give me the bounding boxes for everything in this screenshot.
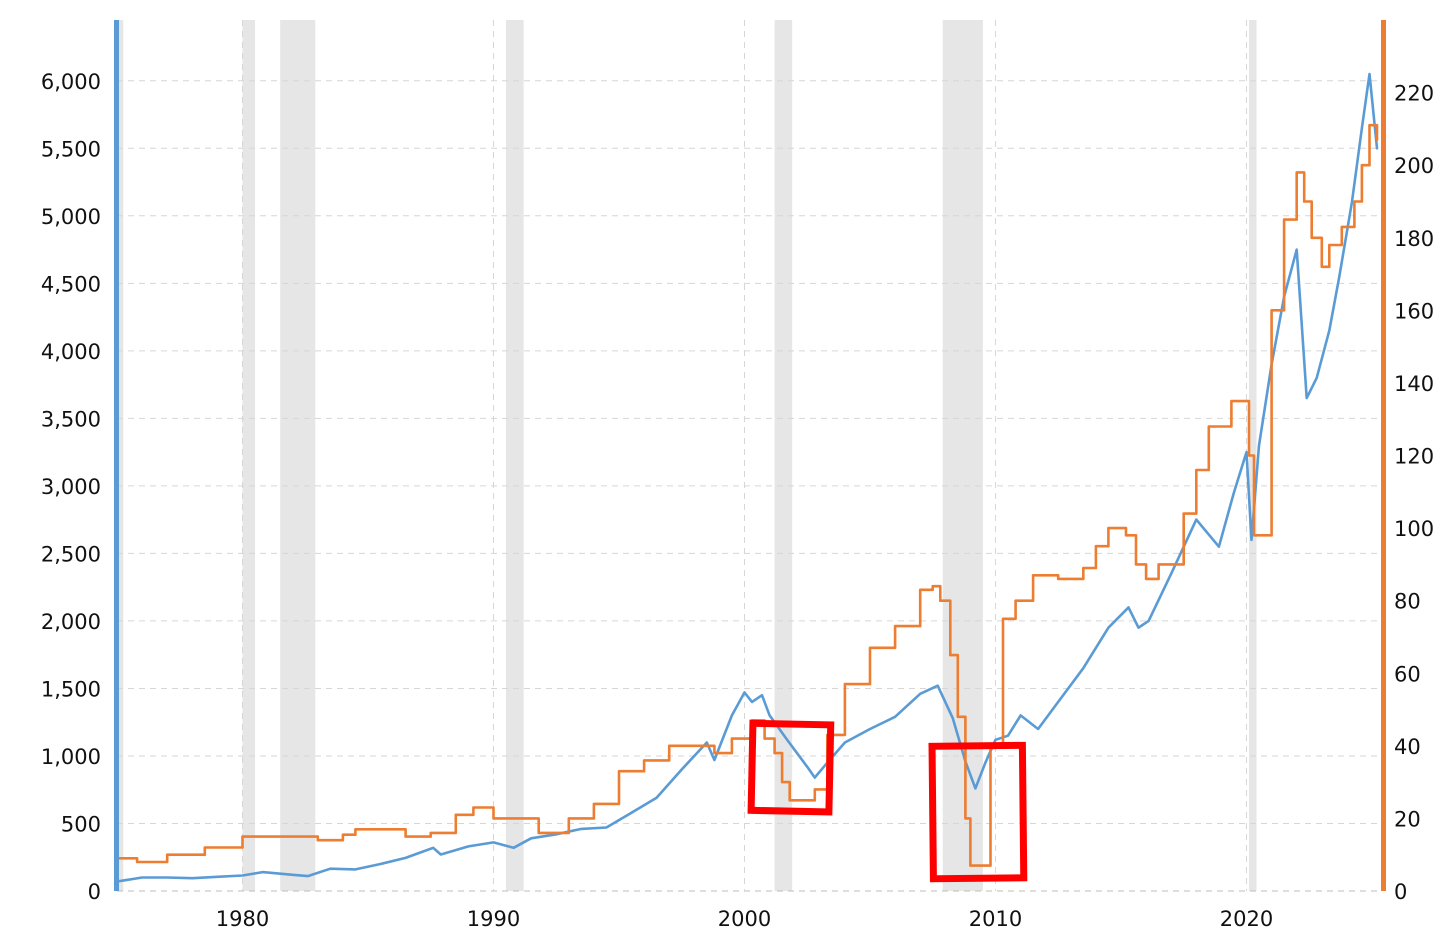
- y-left-tick-label: 5,000: [41, 205, 101, 229]
- x-tick-label: 2020: [1220, 907, 1273, 931]
- y-left-tick-label: 1,500: [41, 677, 101, 701]
- y-right-tick-label: 220: [1394, 82, 1434, 106]
- y-left-tick-label: 3,000: [41, 475, 101, 499]
- y-right-tick-label: 200: [1394, 154, 1434, 178]
- y-right-tick-label: 60: [1394, 662, 1421, 686]
- y-left-tick-label: 6,000: [41, 70, 101, 94]
- series-line-right: [115, 123, 1379, 867]
- annotation-layer: [747, 719, 1028, 883]
- recession-band: [942, 20, 983, 891]
- x-tick-label: 1990: [467, 907, 520, 931]
- tick-labels: 0 500 1,000 1,500 2,000 2,500 3,000 3,500 4,000 4…: [41, 70, 1434, 931]
- x-tick-label: 1980: [216, 907, 269, 931]
- recession-band: [774, 20, 793, 891]
- recession-band: [117, 20, 124, 891]
- y-left-tick-label: 0: [88, 880, 101, 904]
- right-axis-line: [1381, 20, 1386, 891]
- x-tick-label: 2010: [969, 907, 1022, 931]
- series-line-left: [115, 72, 1379, 883]
- x-tick-label: 2000: [718, 907, 771, 931]
- y-left-tick-label: 5,500: [41, 137, 101, 161]
- y-left-tick-label: 1,000: [41, 745, 101, 769]
- series-layer: [115, 72, 1379, 883]
- recession-band: [506, 20, 524, 891]
- y-right-tick-label: 140: [1394, 372, 1434, 396]
- y-right-tick-label: 180: [1394, 227, 1434, 251]
- y-right-tick-label: 100: [1394, 517, 1434, 541]
- y-left-tick-label: 4,000: [41, 340, 101, 364]
- y-right-tick-label: 120: [1394, 445, 1434, 469]
- highlight-box: [747, 719, 835, 816]
- y-right-tick-label: 0: [1394, 880, 1407, 904]
- y-left-tick-label: 500: [61, 812, 101, 836]
- y-left-tick-label: 2,500: [41, 542, 101, 566]
- left-axis-line: [114, 20, 119, 891]
- y-left-tick-label: 3,500: [41, 407, 101, 431]
- y-right-tick-label: 80: [1394, 590, 1421, 614]
- recession-band: [242, 20, 256, 891]
- highlight-box: [928, 741, 1028, 883]
- y-right-tick-label: 40: [1394, 735, 1421, 759]
- y-left-tick-label: 4,500: [41, 272, 101, 296]
- gridlines: [117, 20, 1382, 892]
- recession-band: [280, 20, 316, 891]
- axes: [114, 20, 1386, 891]
- recession-bands: [117, 20, 1257, 891]
- y-right-tick-label: 20: [1394, 807, 1421, 831]
- y-right-tick-label: 160: [1394, 299, 1434, 323]
- y-left-tick-label: 2,000: [41, 610, 101, 634]
